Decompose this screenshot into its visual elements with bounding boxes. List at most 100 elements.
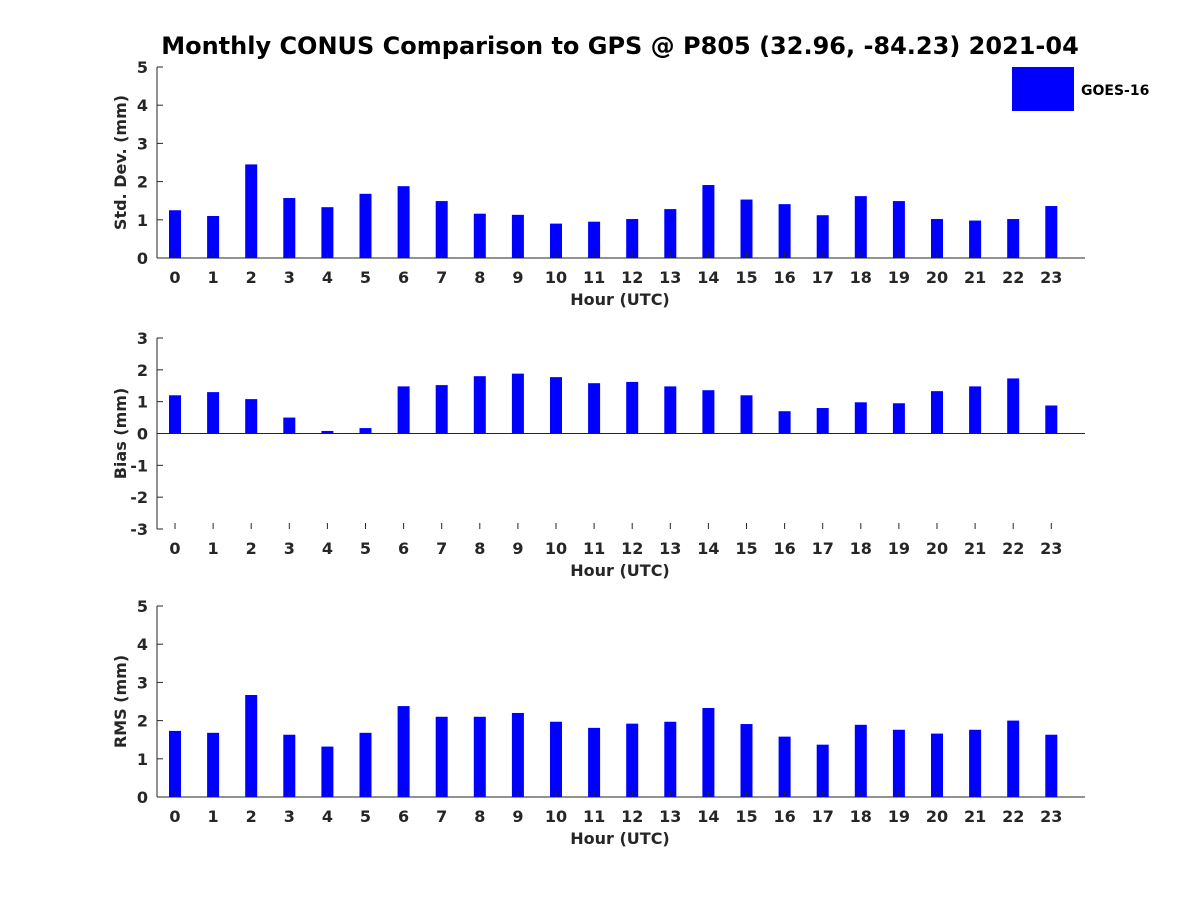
bar [397,706,410,797]
y-tick-label: 0 [137,249,148,268]
bar [664,721,677,797]
x-tick-label: 13 [659,268,681,287]
bar [1007,219,1020,258]
bar [626,219,639,258]
bar [550,377,562,434]
x-tick-label: 13 [659,539,681,558]
legend-label: GOES-16 [1081,83,1149,99]
x-tick-label: 3 [284,807,295,826]
x-tick-label: 13 [659,807,681,826]
x-tick-label: 3 [284,539,295,558]
bar [816,215,829,258]
x-tick-label: 23 [1040,807,1062,826]
bar [207,392,220,434]
y-tick-label: 2 [137,361,148,380]
bar [397,386,410,434]
y-axis-label: Std. Dev. (mm) [111,95,130,230]
chart-title: Monthly CONUS Comparison to GPS @ P805 (… [161,32,1079,60]
y-tick-label: 5 [137,597,148,616]
x-tick-label: 19 [888,807,910,826]
x-tick-label: 22 [1002,807,1024,826]
bar [550,721,562,797]
bar [778,736,791,797]
bar [740,199,753,258]
x-tick-label: 19 [888,539,910,558]
x-tick-label: 10 [545,539,567,558]
x-tick-label: 12 [621,807,643,826]
y-tick-label: -1 [130,456,148,475]
x-tick-label: 8 [474,807,485,826]
bar [359,732,372,797]
y-tick-label: 0 [137,788,148,807]
x-tick-label: 12 [621,539,643,558]
x-tick-label: 14 [697,807,719,826]
bar [1045,206,1058,258]
x-tick-label: 7 [436,268,447,287]
x-tick-label: 18 [850,268,872,287]
x-tick-label: 15 [735,268,757,287]
bar [283,734,296,797]
bar [816,408,829,434]
x-tick-label: 16 [773,539,795,558]
bar [511,373,524,434]
x-tick-label: 2 [246,807,257,826]
bar [778,204,791,258]
x-tick-label: 19 [888,268,910,287]
x-tick-label: 11 [583,807,605,826]
y-tick-label: 2 [137,712,148,731]
y-tick-label: 1 [137,393,148,412]
x-tick-label: 7 [436,539,447,558]
x-tick-label: 4 [322,268,333,287]
x-tick-label: 6 [398,807,409,826]
y-axis-label: Bias (mm) [111,388,130,480]
x-tick-label: 0 [169,268,180,287]
bar [321,746,334,797]
x-tick-label: 17 [812,807,834,826]
bar [1045,405,1058,434]
y-tick-label: 3 [137,673,148,692]
x-axis-label: Hour (UTC) [570,561,670,580]
x-tick-label: 11 [583,539,605,558]
x-tick-label: 1 [208,539,219,558]
x-tick-label: 1 [208,807,219,826]
bar [550,223,562,258]
bar [740,395,753,434]
bar [854,196,867,258]
x-tick-label: 23 [1040,539,1062,558]
bar [435,201,448,258]
bar [359,428,372,434]
x-tick-label: 18 [850,807,872,826]
bar [892,403,905,434]
x-tick-label: 11 [583,268,605,287]
x-tick-label: 3 [284,268,295,287]
bar [702,185,715,258]
bar [854,724,867,797]
y-tick-label: 3 [137,134,148,153]
x-tick-label: 2 [246,268,257,287]
bar [1045,734,1058,797]
bar [1007,378,1020,434]
bar [588,727,601,797]
bar [664,386,677,434]
bar [702,707,715,797]
x-axis-label: Hour (UTC) [570,829,670,848]
y-tick-label: 2 [137,173,148,192]
x-tick-label: 8 [474,539,485,558]
bar [435,385,448,434]
bar [169,395,181,434]
x-tick-label: 2 [246,539,257,558]
x-tick-label: 21 [964,807,986,826]
bar [511,712,524,797]
y-tick-label: -2 [130,488,148,507]
x-tick-label: 5 [360,268,371,287]
bar [473,716,486,797]
x-tick-label: 16 [773,268,795,287]
y-tick-label: 4 [137,635,148,654]
bar [435,716,448,797]
bar [283,198,296,258]
x-tick-label: 18 [850,539,872,558]
x-tick-label: 1 [208,268,219,287]
x-tick-label: 4 [322,807,333,826]
bar [207,215,220,258]
